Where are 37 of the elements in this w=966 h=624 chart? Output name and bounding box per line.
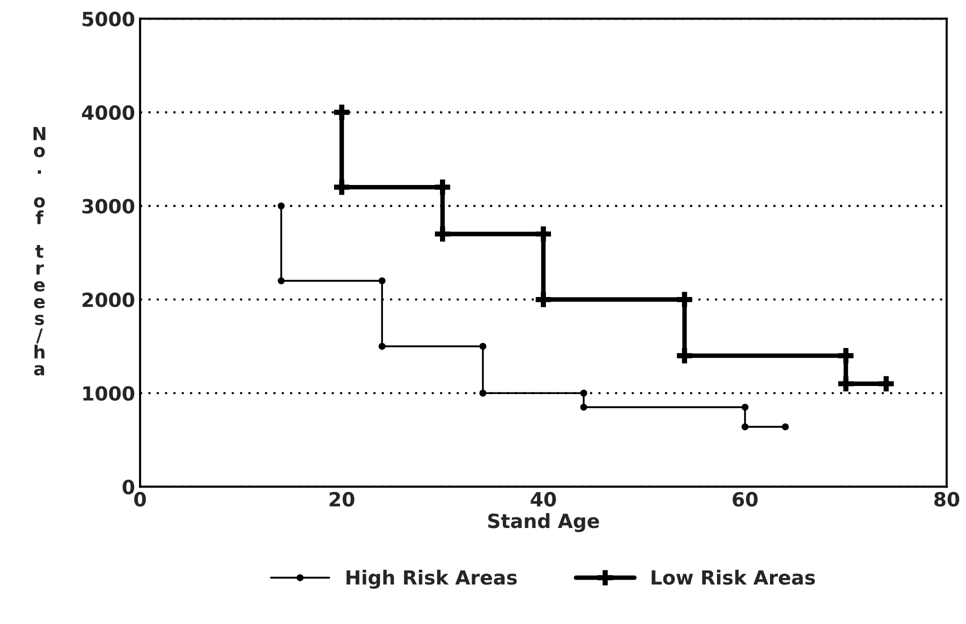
point	[878, 376, 894, 392]
y-tick-label: 3000	[82, 198, 134, 214]
point	[838, 376, 854, 392]
point	[742, 404, 748, 411]
point	[334, 180, 350, 195]
x-tick-label: 40	[530, 492, 556, 507]
point	[378, 277, 386, 284]
point	[536, 226, 552, 242]
point	[378, 342, 386, 350]
point	[536, 292, 552, 308]
point	[479, 390, 486, 397]
point	[434, 180, 450, 195]
y-tick-label: 0	[122, 480, 134, 494]
legend-label: High Risk Areas	[346, 570, 517, 589]
point	[434, 226, 450, 242]
x-tick-label: 80	[934, 492, 960, 507]
x-axis-title: Stand Age	[488, 513, 599, 532]
x-tick-label: 20	[330, 492, 354, 507]
point	[580, 404, 588, 411]
point	[782, 423, 789, 430]
y-tick-label: 1000	[83, 386, 134, 401]
x-tick-label: 0	[134, 492, 146, 507]
y-tick-label: 5000	[82, 12, 134, 26]
point	[676, 348, 692, 364]
legend-label: Low Risk Areas	[652, 570, 815, 585]
point	[742, 423, 748, 430]
point	[479, 342, 486, 350]
point	[278, 202, 285, 210]
point	[580, 390, 588, 397]
text: No. of trees/ha	[34, 127, 46, 376]
y-tick-label: 4000	[82, 105, 134, 120]
point	[838, 348, 854, 364]
y-tick-label: 2000	[82, 292, 134, 308]
x-tick-label: 60	[732, 492, 758, 507]
point	[334, 104, 350, 120]
point	[278, 277, 285, 284]
point	[676, 292, 692, 308]
